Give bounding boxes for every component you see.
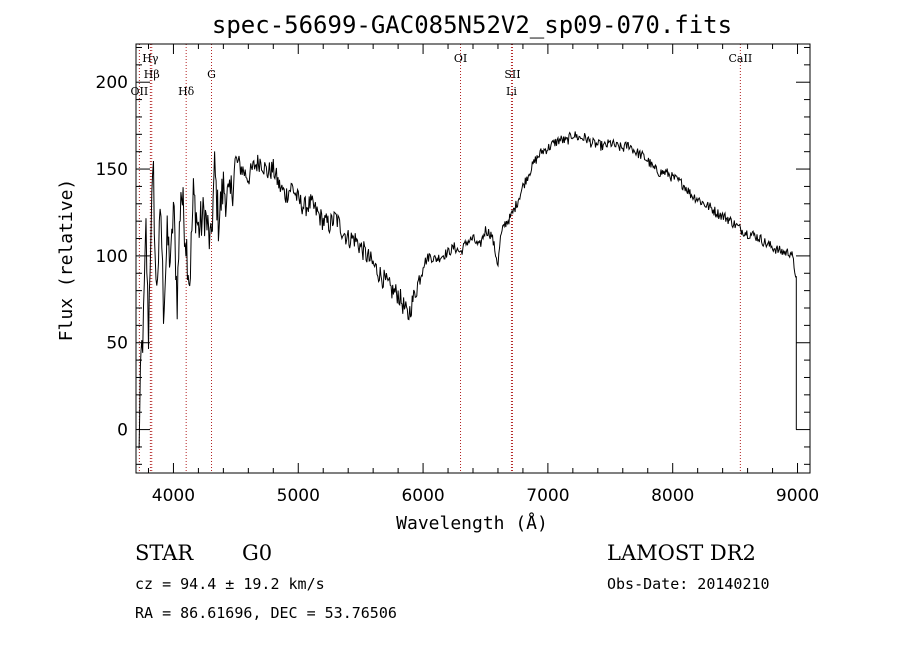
y-axis-label: Flux (relative) <box>56 179 77 342</box>
x-axis-ticks: 4000 5000 6000 7000 8000 9000 <box>147 44 819 506</box>
y-tick-label: 150 <box>96 160 128 180</box>
x-tick-label: 4000 <box>152 486 195 506</box>
y-tick-label: 0 <box>117 421 128 441</box>
x-tick-label: 5000 <box>277 486 320 506</box>
plot-frame <box>135 43 811 474</box>
spectrum-line-group <box>138 131 797 449</box>
object-subclass: G0 <box>242 541 272 565</box>
spectral-line-label: Li <box>506 85 517 98</box>
x-tick-label: 7000 <box>526 486 569 506</box>
spectral-line-label: G <box>207 68 216 81</box>
spectral-line-label: Hγ <box>142 52 159 65</box>
spectral-line-label: Hδ <box>178 85 195 98</box>
y-tick-label: 50 <box>106 334 128 354</box>
spectral-line-label: CaII <box>729 52 753 65</box>
y-tick-label: 100 <box>96 247 128 267</box>
observation-date: Obs-Date: 20140210 <box>607 575 770 593</box>
spectral-line-label: Hβ <box>144 68 160 81</box>
object-type: STAR <box>135 541 194 565</box>
survey-name: LAMOST DR2 <box>607 541 756 565</box>
x-axis-label: Wavelength (Å) <box>396 512 548 534</box>
x-tick-label: 9000 <box>776 486 819 506</box>
spectral-line-label: OI <box>454 52 467 65</box>
spectral-line-label: OII <box>131 85 149 98</box>
x-tick-label: 6000 <box>401 486 444 506</box>
line-marker-group: OII Hγ Hβ Hδ G OI SII Li CaII <box>131 44 753 473</box>
y-axis-ticks: 0 50 100 150 200 <box>96 46 810 465</box>
redshift-cz: cz = 94.4 ± 19.2 km/s <box>135 575 325 593</box>
chart-title: spec-56699-GAC085N52V2_sp09-070.fits <box>212 11 732 39</box>
spectral-line-label: SII <box>504 68 520 81</box>
ra-dec-coordinates: RA = 86.61696, DEC = 53.76506 <box>135 604 397 622</box>
x-tick-label: 8000 <box>651 486 694 506</box>
y-tick-label: 200 <box>96 73 128 93</box>
spectrum-flux-line <box>138 131 797 449</box>
